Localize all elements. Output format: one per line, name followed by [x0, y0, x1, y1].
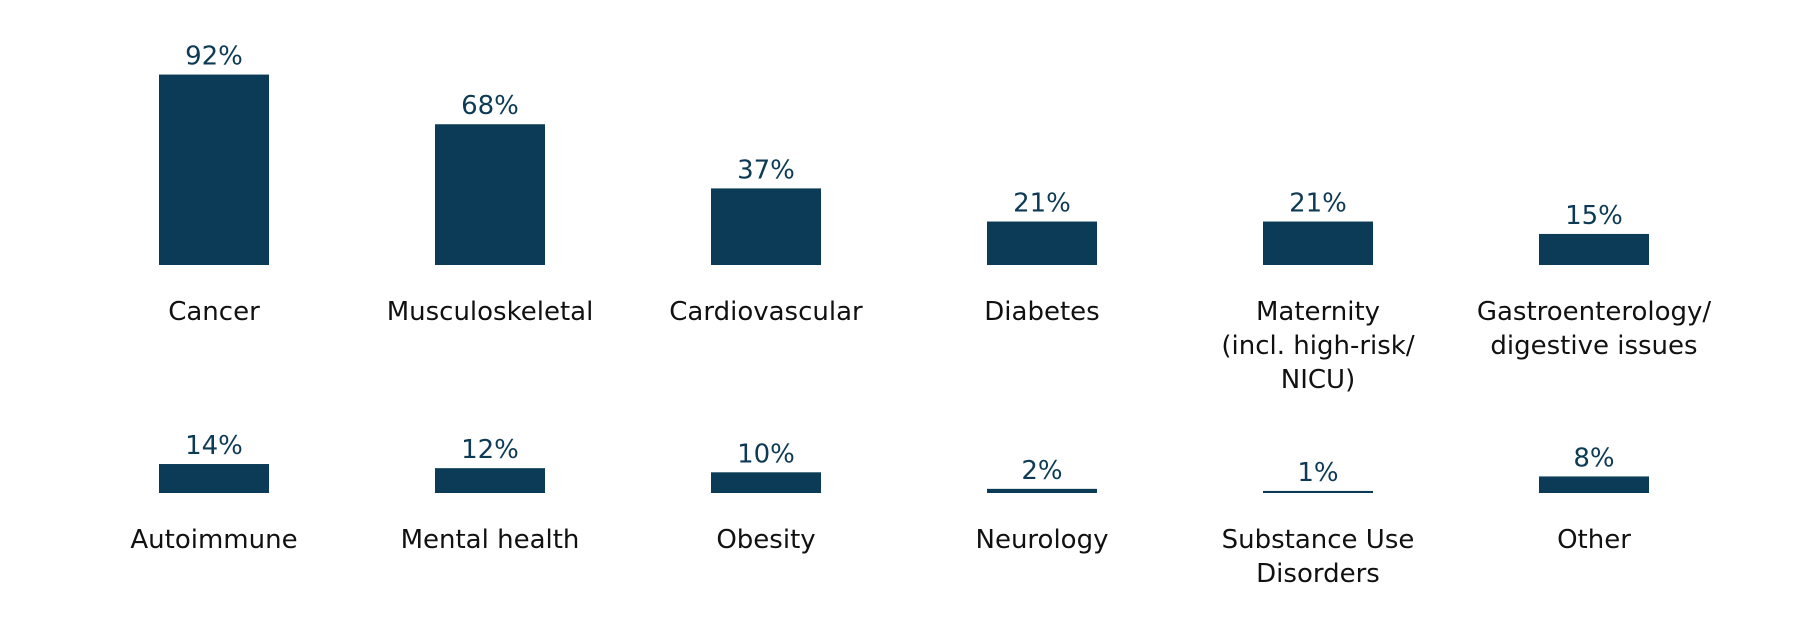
bar-1-3 — [987, 488, 1097, 493]
category-label-0-2-0: Cardiovascular — [669, 297, 863, 327]
value-label-0-5: 15% — [1565, 201, 1623, 231]
category-label-0-4-1: (incl. high-risk/ — [1221, 331, 1414, 361]
category-label-0-5-1: digestive issues — [1490, 331, 1697, 361]
category-label-1-5-0: Other — [1557, 525, 1631, 555]
category-label-0-5-0: Gastroenterology/ — [1477, 297, 1712, 327]
category-label-0-1-0: Musculoskeletal — [387, 297, 594, 327]
category-label-1-4-1: Disorders — [1256, 559, 1380, 589]
bar-0-2 — [711, 188, 821, 265]
value-label-1-0: 14% — [185, 431, 243, 461]
bar-0-4 — [1263, 221, 1373, 265]
category-label-1-0-0: Autoimmune — [130, 525, 297, 555]
value-label-0-3: 21% — [1013, 189, 1071, 219]
bar-1-2 — [711, 472, 821, 493]
category-label-1-2-0: Obesity — [716, 525, 815, 555]
category-label-1-1-0: Mental health — [401, 525, 580, 555]
bar-0-3 — [987, 221, 1097, 265]
bar-1-5 — [1539, 476, 1649, 493]
bar-1-0 — [159, 464, 269, 493]
value-label-0-0: 92% — [185, 42, 243, 72]
value-label-0-1: 68% — [461, 91, 519, 121]
category-label-0-3-0: Diabetes — [984, 297, 1099, 327]
category-label-0-4-0: Maternity — [1256, 297, 1380, 327]
category-label-0-0-0: Cancer — [168, 297, 260, 327]
value-label-1-4: 1% — [1297, 458, 1338, 488]
value-label-0-4: 21% — [1289, 189, 1347, 219]
bar-1-4 — [1263, 490, 1373, 493]
value-label-1-5: 8% — [1573, 443, 1614, 473]
category-label-1-3-0: Neurology — [976, 525, 1109, 555]
bar-0-1 — [435, 124, 545, 266]
value-label-0-2: 37% — [737, 155, 795, 185]
value-label-1-2: 10% — [737, 439, 795, 469]
bar-0-0 — [159, 74, 269, 265]
value-label-1-3: 2% — [1021, 456, 1062, 486]
bar-0-5 — [1539, 233, 1649, 265]
category-label-1-4-0: Substance Use — [1222, 525, 1415, 555]
value-label-1-1: 12% — [461, 435, 519, 465]
bar-1-1 — [435, 468, 545, 493]
category-label-0-4-2: NICU) — [1281, 365, 1355, 395]
